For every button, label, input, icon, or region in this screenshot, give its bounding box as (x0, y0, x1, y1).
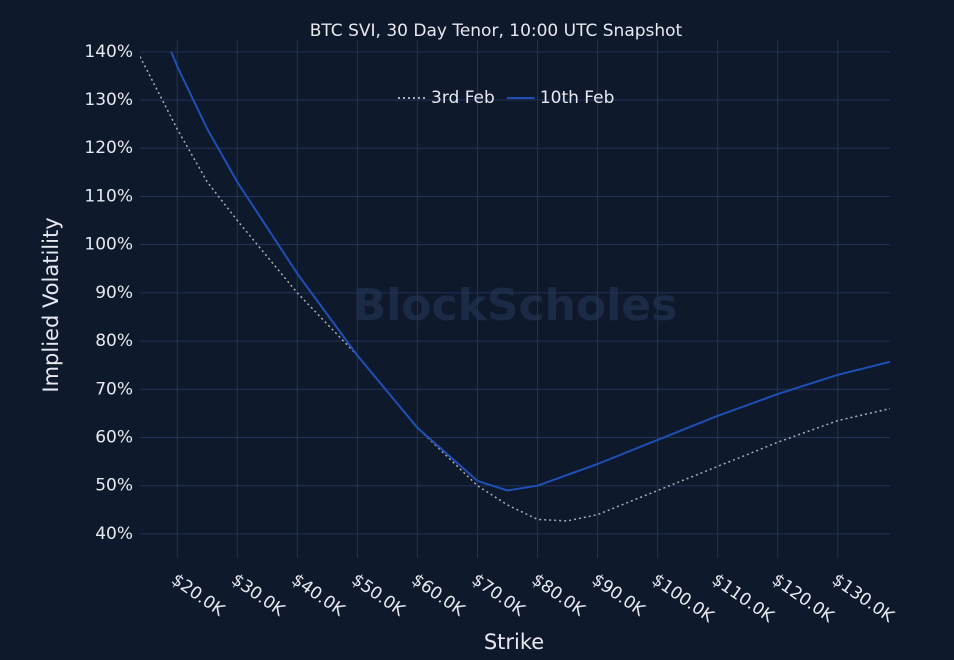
x-tick-label: $50.0K (348, 570, 409, 621)
x-tick-label: $80.0K (528, 570, 589, 621)
y-tick-label: 140% (84, 42, 133, 62)
legend: 3rd Feb 10th Feb (398, 88, 614, 108)
y-tick-label: 70% (95, 379, 133, 399)
watermark: BlockScholes (353, 280, 678, 331)
x-tick-label: $100.0K (648, 570, 718, 627)
series-line (170, 51, 890, 492)
x-axis-title: Strike (484, 630, 544, 654)
x-tick-label: $110.0K (708, 570, 778, 627)
x-tick-label: $90.0K (588, 570, 649, 621)
x-tick-label: $30.0K (228, 570, 289, 621)
lines (140, 51, 890, 522)
x-tick-label: $60.0K (408, 570, 469, 621)
y-tick-label: 100% (84, 235, 133, 255)
y-tick-label: 80% (95, 331, 133, 351)
x-tick-label: $40.0K (288, 570, 349, 621)
grid (140, 40, 890, 558)
y-tick-label: 50% (95, 476, 133, 496)
y-tick-label: 40% (95, 524, 133, 544)
y-axis-title: Implied Volatility (39, 217, 63, 392)
x-tick-label: $130.0K (828, 570, 898, 627)
legend-label: 3rd Feb (431, 88, 495, 108)
chart-title: BTC SVI, 30 Day Tenor, 10:00 UTC Snapsho… (310, 21, 683, 41)
series-line (140, 56, 890, 522)
legend-label: 10th Feb (540, 88, 615, 108)
x-tick-label: $70.0K (468, 570, 529, 621)
y-tick-label: 120% (84, 138, 133, 158)
x-tick-label: $20.0K (167, 570, 228, 621)
y-tick-label: 110% (84, 186, 133, 206)
x-tick-label: $120.0K (768, 570, 838, 627)
y-tick-label: 90% (95, 283, 133, 303)
y-tick-label: 60% (95, 427, 133, 447)
y-tick-label: 130% (84, 90, 133, 110)
